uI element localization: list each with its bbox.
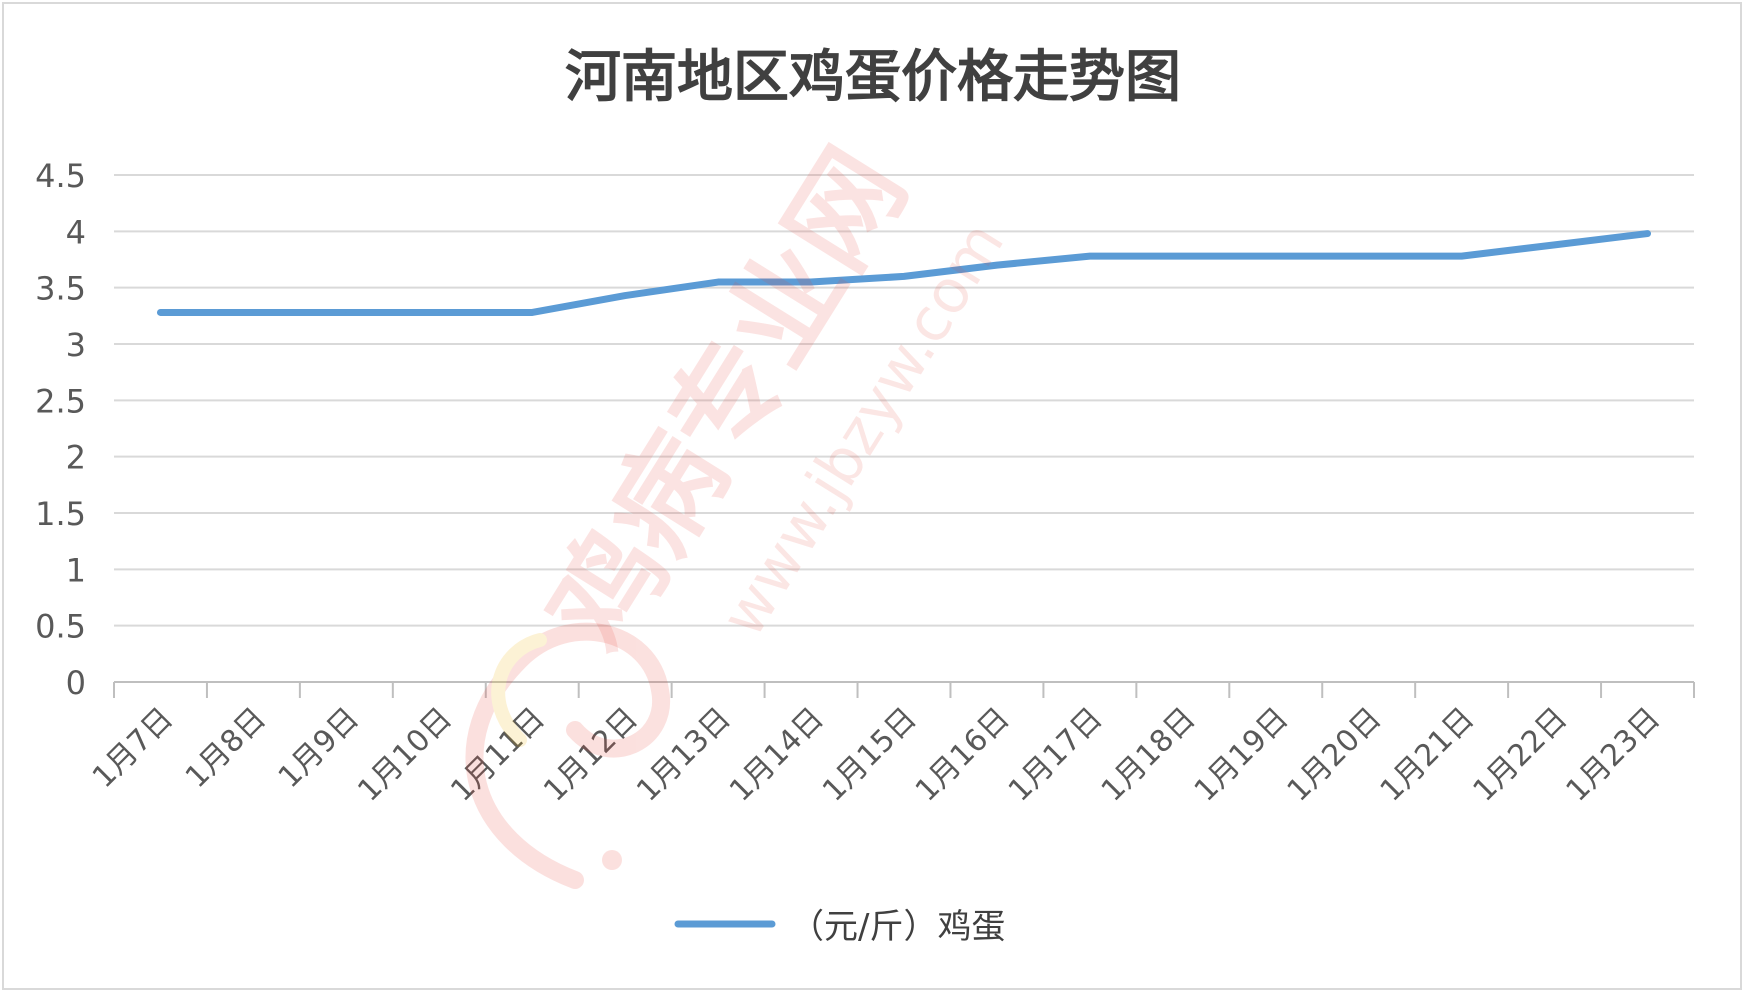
x-tick-label: 1月15日	[816, 701, 924, 809]
x-tick-label: 1月14日	[723, 701, 831, 809]
x-tick-label: 1月20日	[1281, 701, 1389, 809]
data-point	[345, 311, 347, 313]
y-tick-label: 1	[66, 551, 86, 589]
x-tick-label: 1月22日	[1467, 701, 1575, 809]
series-line-path	[156, 230, 1652, 316]
x-tick-label: 1月18日	[1095, 701, 1203, 809]
x-tick-label: 1月19日	[1188, 701, 1296, 809]
x-tick-label: 1月8日	[179, 701, 273, 795]
gridlines	[114, 174, 1694, 627]
data-point	[1461, 255, 1463, 257]
x-tick-label: 1月12日	[537, 701, 645, 809]
x-tick-label: 1月9日	[272, 701, 366, 795]
y-tick-label: 1.5	[35, 495, 86, 533]
data-point	[1554, 244, 1556, 246]
data-point	[1275, 255, 1277, 257]
x-tick-label: 1月21日	[1374, 701, 1482, 809]
x-tick-label: 1月17日	[1002, 701, 1110, 809]
data-point	[1647, 233, 1649, 235]
x-tick-label: 1月11日	[444, 701, 552, 809]
data-point	[1182, 255, 1184, 257]
y-axis-tick-labels: 0 0.5 1 1.5 2 2.5 3 3.5 4 4.5	[35, 157, 86, 702]
legend: （元/斤）鸡蛋	[674, 907, 1005, 947]
x-tick-label: 1月23日	[1560, 701, 1668, 809]
data-point	[996, 264, 998, 266]
data-point	[717, 281, 719, 283]
data-point	[159, 311, 161, 313]
y-tick-label: 3	[66, 326, 86, 364]
data-point	[1089, 255, 1091, 257]
y-tick-label: 4.5	[35, 157, 86, 195]
x-tick-label: 1月13日	[630, 701, 738, 809]
data-point	[810, 281, 812, 283]
x-tick-label: 1月7日	[86, 701, 180, 795]
y-tick-label: 2	[66, 439, 86, 477]
x-tick-label: 1月10日	[351, 701, 459, 809]
y-tick-label: 0.5	[35, 608, 86, 646]
data-point	[438, 311, 440, 313]
legend-label: （元/斤）鸡蛋	[790, 907, 1005, 947]
data-point	[1368, 255, 1370, 257]
data-point	[252, 311, 254, 313]
x-tick-label: 1月16日	[909, 701, 1017, 809]
chart-title: 河南地区鸡蛋价格走势图	[565, 45, 1181, 110]
y-tick-label: 3.5	[35, 270, 86, 308]
data-point	[903, 275, 905, 277]
y-tick-label: 2.5	[35, 382, 86, 420]
y-tick-label: 4	[66, 213, 86, 251]
y-tick-label: 0	[66, 664, 86, 702]
x-axis: 1月7日1月8日1月9日1月10日1月11日1月12日1月13日1月14日1月1…	[86, 681, 1695, 809]
data-point	[531, 311, 533, 313]
series-line	[156, 230, 1652, 316]
data-point	[624, 295, 626, 297]
